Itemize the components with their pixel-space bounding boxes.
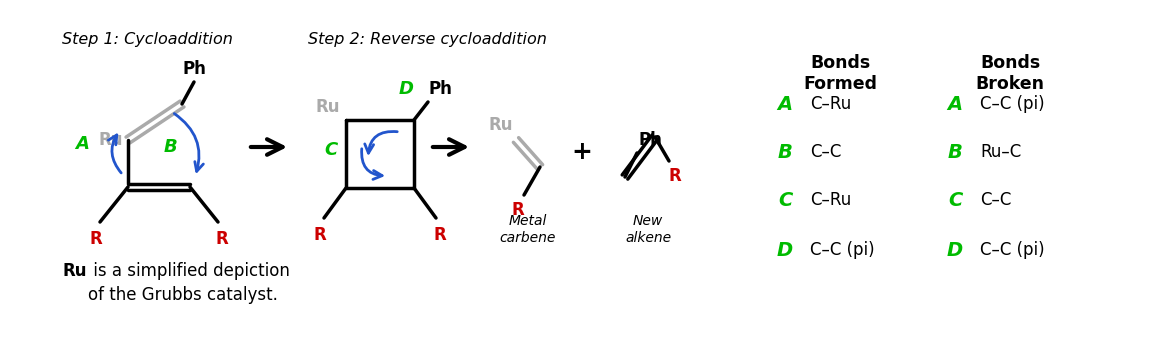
Text: C: C — [948, 190, 962, 210]
Text: Ph: Ph — [183, 60, 206, 78]
Text: Ru: Ru — [62, 262, 87, 280]
Text: is a simplified depiction
of the Grubbs catalyst.: is a simplified depiction of the Grubbs … — [88, 262, 290, 304]
Text: Ru–C: Ru–C — [980, 143, 1021, 161]
Text: B: B — [778, 143, 792, 161]
Text: D: D — [399, 80, 413, 98]
Text: C–C (pi): C–C (pi) — [980, 241, 1045, 259]
Text: C–C (pi): C–C (pi) — [810, 241, 875, 259]
Text: Step 1: Cycloaddition: Step 1: Cycloaddition — [62, 32, 233, 47]
Text: Ru: Ru — [489, 116, 512, 134]
Text: C: C — [778, 190, 792, 210]
Text: R: R — [434, 226, 447, 244]
Text: Bonds
Formed: Bonds Formed — [803, 54, 878, 93]
Text: Metal
carbene: Metal carbene — [500, 214, 556, 245]
Text: A: A — [75, 135, 89, 153]
Text: +: + — [572, 140, 592, 164]
Text: C–Ru: C–Ru — [810, 191, 852, 209]
Text: R: R — [668, 167, 681, 185]
Text: A: A — [948, 94, 963, 114]
Text: C–C (pi): C–C (pi) — [980, 95, 1045, 113]
Text: R: R — [314, 226, 326, 244]
Text: Step 2: Reverse cycloaddition: Step 2: Reverse cycloaddition — [308, 32, 546, 47]
Text: Ph: Ph — [428, 80, 452, 98]
Text: Bonds
Broken: Bonds Broken — [976, 54, 1045, 93]
Text: R: R — [90, 230, 103, 248]
Text: A: A — [777, 94, 792, 114]
Text: C: C — [325, 141, 338, 159]
Text: Ru: Ru — [316, 98, 340, 116]
Text: New
alkene: New alkene — [625, 214, 672, 245]
Text: B: B — [163, 138, 177, 156]
Text: C–C: C–C — [810, 143, 841, 161]
Text: Ru: Ru — [98, 131, 123, 149]
Text: C–C: C–C — [980, 191, 1011, 209]
Text: R: R — [511, 201, 524, 219]
Text: Ph: Ph — [639, 131, 663, 149]
Text: B: B — [948, 143, 963, 161]
Text: R: R — [215, 230, 228, 248]
Text: D: D — [947, 240, 963, 260]
Text: D: D — [777, 240, 793, 260]
Text: C–Ru: C–Ru — [810, 95, 852, 113]
